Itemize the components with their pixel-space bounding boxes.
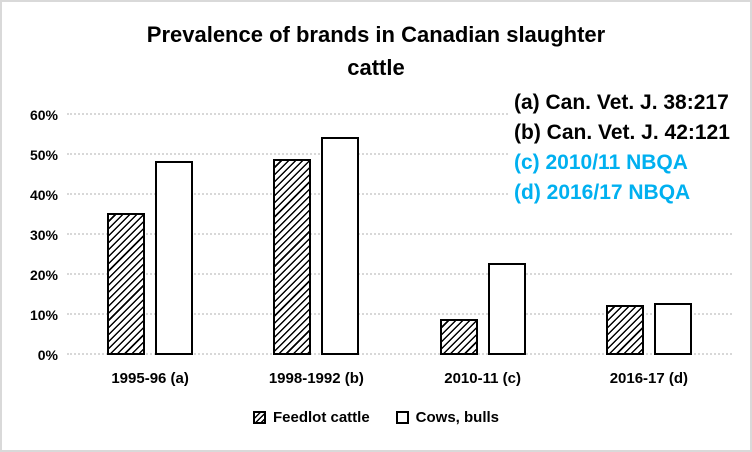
y-axis-label-0: 0%: [37, 347, 58, 363]
bar-feedlot-cattle-2016-17-d: [605, 305, 644, 355]
y-axis-label-50: 50%: [29, 147, 58, 163]
bar-cows-bulls-1998-1992-b: [321, 137, 360, 355]
annotation-block: (a) Can. Vet. J. 38:217 (b) Can. Vet. J. …: [510, 86, 738, 212]
y-axis-label-30: 30%: [29, 227, 58, 243]
bar-group-1995-96-a: [67, 115, 233, 355]
annotation-line-b: (b) Can. Vet. J. 42:121: [514, 121, 730, 144]
gridline-0: [67, 353, 732, 355]
x-axis-label-1998-1992-b: 1998-1992 (b): [268, 370, 364, 387]
bar-cows-bulls-2010-11-c: [487, 263, 526, 355]
gridline-40: [67, 193, 732, 195]
chart-title: Prevalence of brands in Canadian slaught…: [2, 18, 750, 84]
plot-area: [67, 113, 732, 355]
legend-swatch-feedlot-cattle: [252, 411, 266, 424]
legend: Feedlot cattle Cows, bulls: [2, 409, 750, 426]
bar-feedlot-cattle-2010-11-c: [439, 319, 478, 355]
y-axis-label-40: 40%: [29, 187, 58, 203]
annotation-line-c: (c) 2010/11 NBQA: [514, 151, 688, 174]
bar-cows-bulls-1995-96-a: [155, 161, 194, 355]
legend-swatch-cows-bulls: [395, 411, 409, 424]
annotation-line-d: (d) 2016/17 NBQA: [514, 181, 691, 204]
x-axis-label-1995-96-a: 1995-96 (a): [111, 370, 189, 387]
y-axis-label-10: 10%: [29, 307, 58, 323]
y-axis-label-20: 20%: [29, 267, 58, 283]
chart-title-line1: Prevalence of brands in Canadian slaught…: [146, 22, 606, 47]
bar-group-2010-11-c: [400, 115, 566, 355]
x-axis-label-2016-17-d: 2016-17 (d): [609, 370, 689, 387]
bar-feedlot-cattle-1995-96-a: [107, 213, 146, 355]
legend-label-feedlot-cattle: Feedlot cattle: [272, 409, 370, 426]
bar-feedlot-cattle-1998-1992-b: [273, 159, 312, 355]
bar-group-1998-1992-b: [233, 115, 399, 355]
legend-item-feedlot-cattle: Feedlot cattle: [252, 409, 370, 426]
annotation-line-a: (a) Can. Vet. J. 38:217: [514, 91, 729, 114]
bar-cows-bulls-2016-17-d: [653, 303, 692, 355]
gridline-10: [67, 313, 732, 315]
gridline-30: [67, 233, 732, 235]
bar-group-2016-17-d: [566, 115, 732, 355]
legend-label-cows-bulls: Cows, bulls: [415, 409, 500, 426]
y-axis-label-60: 60%: [29, 107, 58, 123]
legend-item-cows-bulls: Cows, bulls: [395, 409, 500, 426]
chart-title-line2: cattle: [347, 55, 405, 80]
x-axis-label-2010-11-c: 2010-11 (c): [444, 370, 521, 387]
gridline-60: [67, 113, 732, 115]
gridline-20: [67, 273, 732, 275]
gridline-50: [67, 153, 732, 155]
